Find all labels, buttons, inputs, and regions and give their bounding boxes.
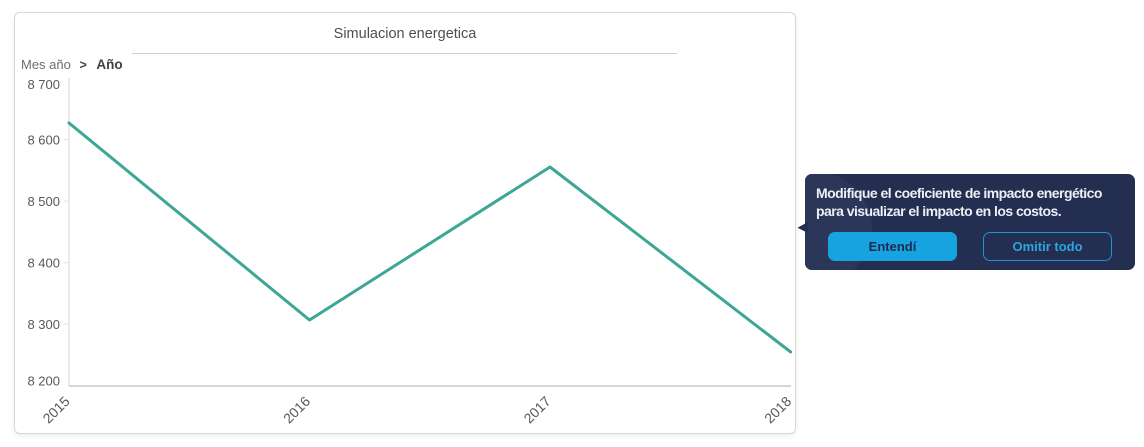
svg-text:8 700: 8 700	[27, 77, 60, 92]
svg-text:8 200: 8 200	[27, 374, 60, 389]
svg-text:8 300: 8 300	[27, 317, 60, 332]
svg-text:8 600: 8 600	[27, 132, 60, 147]
svg-text:2017: 2017	[520, 393, 553, 426]
svg-text:2016: 2016	[280, 393, 313, 426]
svg-text:8 500: 8 500	[27, 194, 60, 209]
svg-text:2015: 2015	[39, 393, 72, 426]
svg-text:2018: 2018	[761, 393, 794, 426]
svg-text:8 400: 8 400	[27, 256, 60, 271]
